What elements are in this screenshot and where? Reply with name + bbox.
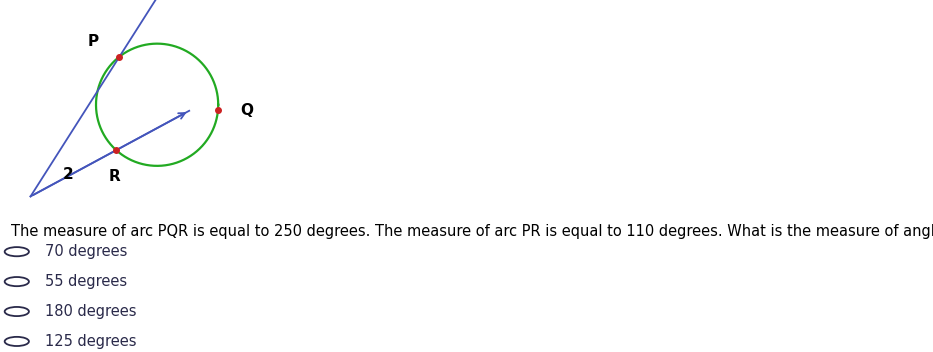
Text: 70 degrees: 70 degrees <box>45 244 127 259</box>
Text: The measure of arc PQR is equal to 250 degrees. The measure of arc PR is equal t: The measure of arc PQR is equal to 250 d… <box>11 224 933 239</box>
Text: R: R <box>108 169 120 184</box>
Text: 125 degrees: 125 degrees <box>45 334 136 349</box>
Text: 55 degrees: 55 degrees <box>45 274 127 289</box>
Text: Q: Q <box>240 102 253 118</box>
Text: 180 degrees: 180 degrees <box>45 304 136 319</box>
Text: P: P <box>88 34 99 49</box>
Text: 2: 2 <box>63 167 73 182</box>
